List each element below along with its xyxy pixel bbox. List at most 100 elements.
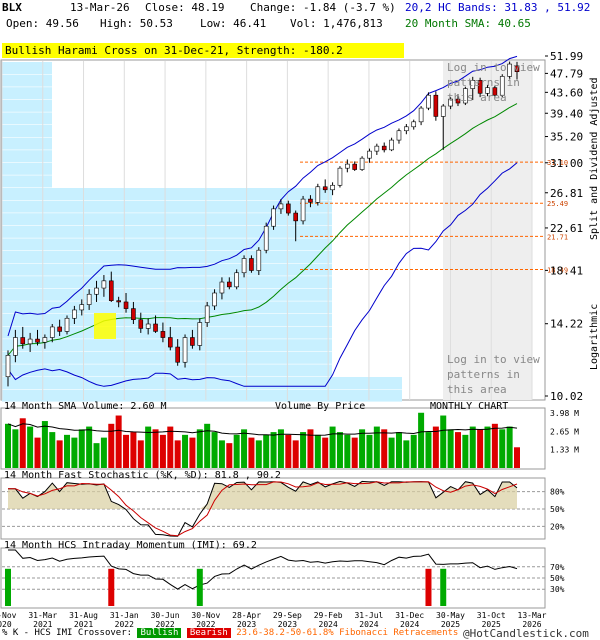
imi-crossover-marker — [108, 568, 115, 606]
candle-body — [13, 337, 18, 356]
price-tick-label: 14.22 — [550, 318, 583, 331]
volume-bar — [388, 437, 395, 468]
legend-prefix: % K - HCS IMI Crossover: — [2, 628, 133, 638]
grid-lines — [1, 61, 533, 400]
vbp-bar — [2, 238, 332, 251]
volume-bar — [100, 437, 107, 468]
footer-legend: % K - HCS IMI Crossover: Bullish Bearish… — [2, 628, 458, 638]
volume-bar — [395, 432, 402, 468]
candle-body — [64, 317, 70, 332]
candle-body — [204, 305, 210, 323]
vbp-bar — [2, 188, 332, 200]
copyright[interactable]: @HotCandlestick.com — [463, 627, 589, 640]
volume-bar — [270, 432, 277, 468]
volume-bar — [204, 423, 211, 468]
login-prompt-top[interactable]: Log in to view patterns in this area — [447, 61, 540, 104]
volume-bar — [307, 429, 314, 468]
candle-body — [345, 163, 350, 169]
volume-bar — [174, 440, 181, 468]
x-tick-year: 2020 — [0, 620, 12, 629]
volume-bar — [78, 429, 85, 468]
login-overlay-area — [443, 61, 532, 400]
volume-bar — [418, 412, 425, 468]
candle-body — [227, 281, 232, 288]
change-value: Change: -1.84 (-3.7 %) — [250, 1, 396, 14]
vbp-bar — [2, 339, 332, 352]
vbp-bar — [2, 162, 52, 175]
candle-body — [514, 65, 520, 72]
quote-date: 13-Mar-26 — [70, 1, 130, 14]
high-value: High: 50.53 — [100, 17, 173, 30]
volume-bar — [86, 426, 93, 468]
pattern-banner[interactable]: Bullish Harami Cross on 31-Dec-21, Stren… — [2, 43, 404, 58]
price-tick-label: 35.20 — [550, 131, 583, 144]
volume-bar — [167, 426, 174, 468]
volume-bar — [130, 432, 137, 468]
x-tick-label: 31-Aug — [69, 611, 98, 620]
candle-body — [94, 287, 99, 295]
vbp-bar — [2, 200, 332, 213]
volume-bar — [425, 432, 432, 468]
x-tick-label: 31-Mar — [28, 611, 57, 620]
volume-bar — [292, 440, 299, 468]
x-tick-year: 2025 — [482, 620, 501, 629]
volume-tick-label: 1.33 M — [550, 446, 579, 455]
x-tick-year: 2024 — [400, 620, 419, 629]
imi-tick-label: 30% — [550, 585, 565, 594]
x-tick-year: 2025 — [441, 620, 460, 629]
candle-body — [212, 292, 217, 307]
candle-body — [433, 94, 439, 117]
legend-bearish: Bearish — [186, 628, 231, 638]
x-tick-label: 31-Jul — [354, 611, 383, 620]
candle-body — [286, 203, 291, 214]
candle-body — [271, 208, 276, 227]
candle-body — [123, 301, 129, 309]
axis-labels: 31.10 25.49 21.71 18.49 51.99 47.79 43.60 39.40… — [0, 50, 583, 629]
login-prompt-bottom[interactable]: Log in to view patterns in this area — [447, 353, 540, 396]
imi-crossover-marker — [5, 568, 11, 606]
x-tick-year: 2022 — [115, 620, 134, 629]
indicator-lines — [7, 55, 518, 387]
price-tick-label: 51.99 — [550, 50, 583, 63]
price-tick-label: 39.40 — [550, 107, 583, 120]
imi-crossover-marker — [196, 568, 203, 606]
candle-body — [79, 304, 85, 311]
candle-body — [138, 319, 144, 329]
candle-body — [145, 323, 151, 329]
volume-bar — [300, 432, 307, 468]
vbp-bar — [2, 175, 52, 188]
harami-highlight[interactable] — [94, 313, 116, 339]
candle-body — [359, 157, 365, 170]
volume-bar — [329, 426, 336, 468]
chart-period-label: MONTHLY CHART — [430, 401, 509, 412]
x-tick-year: 2023 — [278, 620, 297, 629]
candle-body — [426, 94, 431, 109]
candle-body — [352, 163, 358, 170]
candle-body — [49, 326, 55, 338]
volume-bar — [159, 434, 166, 468]
sma-value: 20 Month SMA: 40.65 — [405, 17, 531, 30]
volume-bar — [403, 440, 410, 468]
x-tick-label: 30-May — [436, 611, 465, 620]
price-tick-label: 43.60 — [550, 86, 583, 99]
volume-bar — [462, 434, 469, 468]
logarithmic-label: Logarithmic — [589, 303, 600, 370]
candle-body — [108, 280, 114, 301]
vbp-bar — [2, 225, 332, 238]
volume-bar — [514, 447, 520, 468]
candle-body — [485, 87, 490, 94]
candle-body — [241, 258, 247, 274]
volume-bar — [71, 437, 78, 468]
price-tick-label: 31.00 — [550, 157, 583, 170]
candle-body — [396, 130, 402, 141]
candle-body — [249, 258, 254, 271]
vbp-bar — [2, 150, 52, 163]
volume-bar — [263, 434, 270, 468]
volume-bar — [196, 429, 203, 468]
x-tick-label: 29-Sep — [273, 611, 302, 620]
candle-body — [308, 198, 313, 203]
volume-bar — [182, 434, 189, 468]
candle-body — [182, 337, 188, 363]
volume-bar — [64, 434, 71, 468]
